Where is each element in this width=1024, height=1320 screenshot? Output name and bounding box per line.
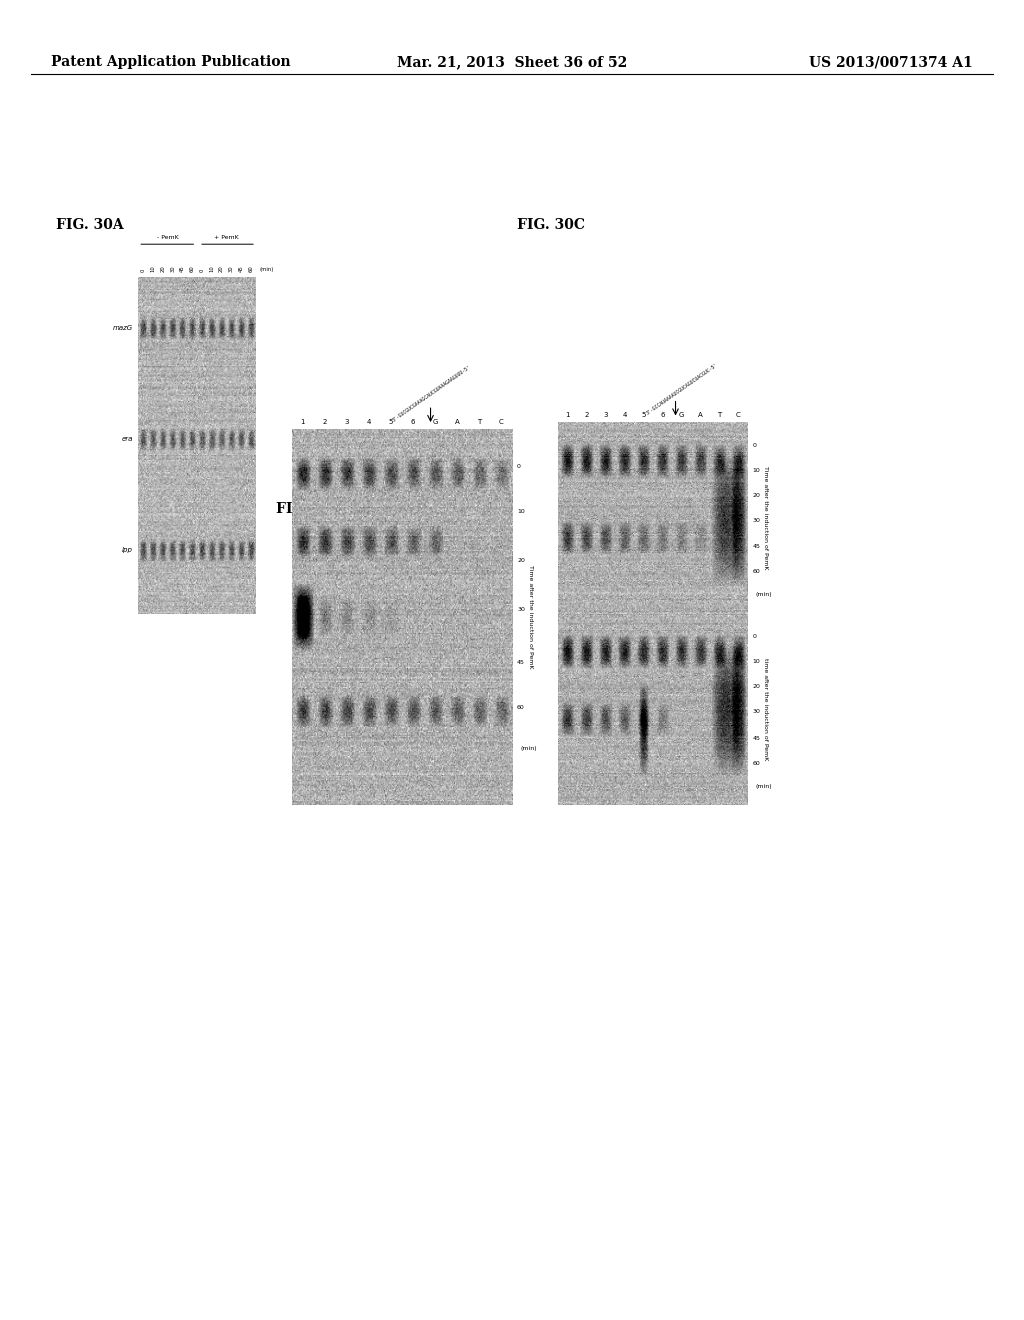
Text: A: A	[697, 412, 702, 418]
Text: 6: 6	[660, 412, 665, 418]
Text: 30: 30	[170, 265, 175, 272]
Text: 30: 30	[517, 607, 525, 612]
Text: 20: 20	[753, 492, 761, 498]
Text: FIG. 30D: FIG. 30D	[635, 502, 703, 516]
Text: 0: 0	[517, 465, 521, 469]
Text: 45: 45	[180, 265, 185, 272]
Text: 5: 5	[641, 412, 645, 418]
Text: 45: 45	[753, 544, 761, 549]
Text: 20: 20	[160, 265, 165, 272]
Text: 3: 3	[603, 603, 607, 610]
Text: FIG. 30A: FIG. 30A	[56, 218, 124, 232]
Text: 10: 10	[753, 659, 761, 664]
Text: 60: 60	[517, 705, 525, 710]
Text: 1: 1	[565, 412, 569, 418]
Text: 5: 5	[641, 603, 645, 610]
Text: Time after the induction of PemK: Time after the induction of PemK	[528, 565, 532, 669]
Text: 45: 45	[517, 660, 525, 665]
Text: 6: 6	[660, 603, 665, 610]
Text: 2: 2	[585, 603, 589, 610]
Text: 60: 60	[249, 265, 254, 272]
Text: 10: 10	[209, 265, 214, 272]
Text: 4: 4	[367, 418, 371, 425]
Text: G: G	[679, 603, 684, 610]
Text: 60: 60	[189, 265, 195, 272]
Text: 3'-GUUAUUUUAGCCGUCAUUUAAGCC-5': 3'-GUUAUUUUAGCCGUCAUUUAAGCC-5'	[645, 553, 719, 607]
Text: Mar. 21, 2013  Sheet 36 of 52: Mar. 21, 2013 Sheet 36 of 52	[397, 55, 627, 69]
Text: 30: 30	[753, 709, 761, 714]
Text: A: A	[697, 603, 702, 610]
Text: 3'-GUCGUCGAAAGCAUCGUAAAGAAGUUU-5': 3'-GUCGUCGAAAGCAUCGUAAAGAAGUUU-5'	[392, 364, 472, 422]
Text: 10: 10	[517, 510, 525, 515]
Text: 30: 30	[753, 517, 761, 523]
Text: era: era	[122, 436, 133, 442]
Text: 0: 0	[200, 268, 205, 272]
Text: 60: 60	[753, 760, 761, 766]
Text: mazG: mazG	[113, 325, 133, 331]
Text: 1: 1	[301, 418, 305, 425]
Text: US 2013/0071374 A1: US 2013/0071374 A1	[809, 55, 973, 69]
Text: C: C	[735, 603, 740, 610]
Text: 20: 20	[517, 558, 525, 564]
Text: 20: 20	[219, 265, 224, 272]
Text: 45: 45	[239, 265, 244, 272]
Text: 0: 0	[753, 444, 757, 447]
Text: 4: 4	[623, 603, 627, 610]
Text: G: G	[679, 412, 684, 418]
Text: 10: 10	[151, 265, 156, 272]
Text: 10: 10	[753, 467, 761, 473]
Text: FIG. 30B: FIG. 30B	[276, 502, 345, 516]
Text: 3: 3	[603, 412, 607, 418]
Text: - PemK: - PemK	[157, 235, 178, 240]
Text: 4: 4	[623, 412, 627, 418]
Text: 1: 1	[565, 603, 569, 610]
Text: C: C	[499, 418, 504, 425]
Text: lpp: lpp	[122, 546, 133, 553]
Text: Time after the induction of PemK: Time after the induction of PemK	[764, 466, 768, 570]
Text: (min): (min)	[756, 593, 772, 597]
Text: 2: 2	[585, 412, 589, 418]
Text: T: T	[717, 603, 721, 610]
Text: 60: 60	[753, 569, 761, 574]
Text: T: T	[717, 412, 721, 418]
Text: + PemK: + PemK	[214, 235, 239, 240]
Text: 0: 0	[753, 635, 757, 639]
Text: A: A	[455, 418, 460, 425]
Text: 3'-GCCAUAAAAUCGUCAGUCUACGUC-5': 3'-GCCAUAAAAUCGUCAGUCUACGUC-5'	[645, 362, 719, 416]
Text: C: C	[735, 412, 740, 418]
Text: T: T	[477, 418, 481, 425]
Text: 3: 3	[345, 418, 349, 425]
Text: 45: 45	[753, 735, 761, 741]
Text: 2: 2	[323, 418, 327, 425]
Text: Patent Application Publication: Patent Application Publication	[51, 55, 291, 69]
Text: 20: 20	[753, 684, 761, 689]
Text: time after the induction of PemK: time after the induction of PemK	[764, 659, 768, 760]
Text: (min): (min)	[259, 267, 273, 272]
Text: 30: 30	[229, 265, 234, 272]
Text: G: G	[432, 418, 437, 425]
Text: FIG. 30C: FIG. 30C	[517, 218, 585, 232]
Text: 6: 6	[411, 418, 415, 425]
Text: (min): (min)	[520, 746, 537, 751]
Text: 0: 0	[140, 268, 145, 272]
Text: 5: 5	[389, 418, 393, 425]
Text: (min): (min)	[756, 784, 772, 788]
